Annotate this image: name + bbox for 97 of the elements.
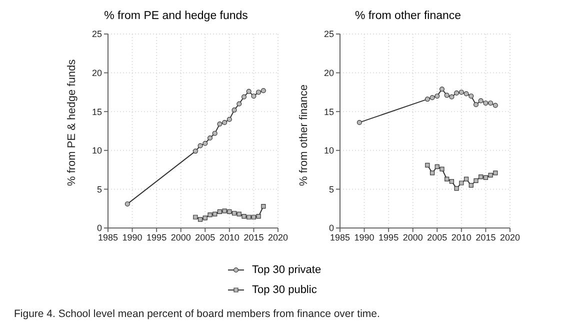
point — [356, 120, 362, 125]
point — [434, 164, 440, 169]
caption: Figure 4. School level mean percent of board members from finance over time. — [14, 308, 380, 320]
point — [464, 91, 469, 96]
point — [202, 140, 208, 146]
y-axis-title: % from PE & hedge funds — [66, 58, 78, 186]
point — [492, 102, 498, 108]
y-tick-label: 20 — [92, 68, 102, 78]
point — [198, 217, 203, 222]
x-tick-label: 1995 — [378, 232, 399, 242]
x-tick-label: 2010 — [451, 232, 472, 242]
point — [424, 96, 430, 102]
point — [217, 122, 222, 127]
point — [192, 148, 198, 154]
point — [444, 92, 450, 98]
x-tick-label: 2005 — [195, 232, 216, 242]
point — [449, 94, 454, 100]
point — [260, 88, 266, 94]
point — [226, 116, 232, 122]
point — [124, 201, 130, 206]
x-tick-label: 2020 — [268, 232, 288, 242]
y-tick-label: 25 — [324, 29, 334, 40]
point — [458, 90, 464, 95]
point — [454, 90, 460, 96]
point — [242, 94, 246, 100]
point — [246, 88, 252, 94]
point — [440, 166, 444, 172]
y-tick-label: 5 — [96, 184, 102, 194]
point — [468, 183, 474, 188]
x-tick-label: 2015 — [244, 232, 264, 242]
point — [474, 102, 478, 108]
y-tick-label: 25 — [92, 29, 102, 40]
y-tick-label: 0 — [96, 223, 102, 234]
point — [232, 210, 237, 216]
legend-label: Top 30 public — [252, 284, 317, 296]
point — [222, 120, 228, 125]
point — [430, 170, 435, 176]
point — [236, 212, 242, 216]
y-tick-label: 10 — [324, 146, 334, 156]
point — [425, 162, 430, 168]
point — [468, 94, 474, 99]
point — [212, 212, 218, 216]
point — [256, 214, 261, 219]
point — [478, 174, 484, 180]
y-axis-title: % from other finance — [298, 84, 310, 186]
point — [488, 172, 493, 178]
point — [483, 175, 488, 180]
point — [478, 98, 484, 104]
x-tick-label: 1990 — [354, 232, 374, 242]
point — [212, 130, 218, 136]
point — [217, 209, 222, 214]
x-tick-label: 2000 — [170, 232, 191, 242]
y-tick-label: 15 — [92, 106, 102, 117]
point — [251, 94, 256, 99]
point — [261, 204, 266, 209]
x-tick-label: 1995 — [146, 232, 167, 242]
point — [474, 178, 478, 183]
point — [430, 95, 435, 100]
chart-title: % from other finance — [354, 10, 462, 24]
point — [459, 180, 464, 186]
legend-label: Top 30 private — [252, 264, 322, 276]
point — [198, 143, 203, 148]
point — [493, 170, 498, 176]
y-tick-label: 20 — [324, 68, 334, 78]
y-tick-label: 10 — [92, 146, 102, 156]
y-tick-label: 0 — [328, 223, 334, 234]
x-tick-label: 1990 — [122, 232, 142, 242]
point — [242, 214, 246, 219]
point — [449, 179, 454, 184]
x-tick-label: 2010 — [219, 232, 240, 242]
point — [488, 100, 494, 106]
point — [444, 176, 450, 182]
point — [251, 214, 256, 220]
point — [236, 101, 242, 106]
point — [208, 135, 212, 140]
x-tick-label: 1985 — [98, 232, 118, 242]
x-tick-label: 2005 — [427, 232, 448, 242]
x-tick-label: 2020 — [500, 232, 520, 242]
point — [222, 208, 227, 214]
point — [454, 186, 459, 191]
point — [483, 100, 488, 106]
point — [440, 86, 444, 92]
point — [246, 214, 252, 220]
point — [227, 209, 232, 214]
point — [256, 90, 262, 95]
point — [208, 212, 212, 218]
point — [464, 176, 469, 182]
x-tick-label: 2015 — [476, 232, 496, 242]
x-tick-label: 2000 — [402, 232, 423, 242]
point — [434, 94, 440, 99]
point — [232, 108, 237, 113]
y-tick-label: 15 — [324, 106, 334, 117]
point — [202, 216, 208, 220]
y-tick-label: 5 — [328, 184, 334, 194]
point — [193, 214, 198, 220]
chart-title: % from PE and hedge funds — [103, 10, 249, 24]
x-tick-label: 1985 — [330, 232, 350, 242]
